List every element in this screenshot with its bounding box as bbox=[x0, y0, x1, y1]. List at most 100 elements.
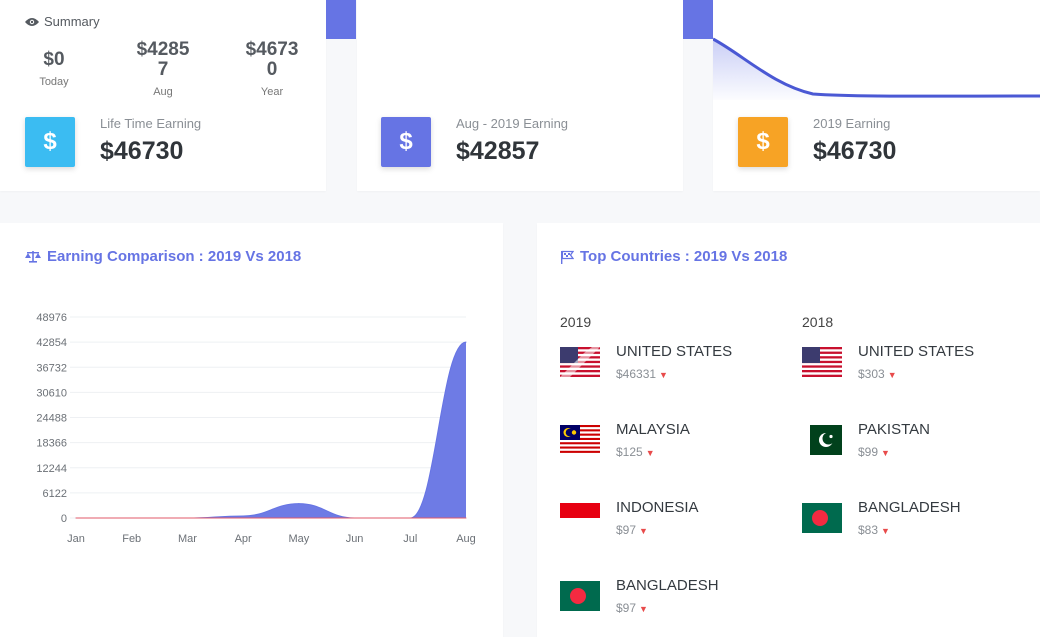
x-tick-label: Aug bbox=[456, 533, 476, 545]
indonesia-flag-icon bbox=[560, 503, 600, 533]
country-item: BANGLADESH $97 ▼ bbox=[560, 577, 790, 627]
country-name: BANGLADESH bbox=[858, 499, 961, 516]
data-point bbox=[186, 517, 188, 519]
country-amount: $46331 ▼ bbox=[616, 367, 668, 381]
caret-down-icon: ▼ bbox=[639, 604, 648, 614]
caret-down-icon: ▼ bbox=[639, 526, 648, 536]
country-item: INDONESIA $97 ▼ bbox=[560, 499, 790, 549]
country-amount: $99 ▼ bbox=[858, 445, 890, 459]
data-point bbox=[298, 517, 300, 519]
y-tick-label: 24488 bbox=[36, 413, 67, 425]
bangladesh-flag-icon bbox=[802, 503, 842, 533]
x-tick-label: Feb bbox=[122, 533, 141, 545]
country-name: MALAYSIA bbox=[616, 421, 690, 438]
country-amount: $303 ▼ bbox=[858, 367, 897, 381]
top-countries-title: Top Countries : 2019 Vs 2018 bbox=[560, 248, 787, 265]
stat-label: Life Time Earning bbox=[100, 116, 202, 131]
accent-strip bbox=[683, 0, 713, 39]
country-amount: $83 ▼ bbox=[858, 523, 890, 537]
y-tick-label: 6122 bbox=[43, 488, 67, 500]
flag-icon bbox=[561, 250, 574, 264]
country-amount-text: $125 bbox=[616, 445, 643, 459]
y-tick-label: 12244 bbox=[36, 463, 67, 475]
bangladesh-flag-icon bbox=[560, 581, 600, 611]
dollar-icon: $ bbox=[25, 117, 75, 167]
top-countries-card bbox=[537, 223, 1040, 637]
us-flag-icon bbox=[560, 347, 600, 377]
country-amount-text: $97 bbox=[616, 601, 637, 615]
summary-value: $4673 0 bbox=[245, 39, 299, 80]
country-name: BANGLADESH bbox=[616, 577, 719, 594]
y-tick-label: 36732 bbox=[36, 362, 67, 374]
country-amount: $125 ▼ bbox=[616, 445, 655, 459]
stat-value: $42857 bbox=[456, 137, 540, 165]
top-countries-title-text: Top Countries : 2019 Vs 2018 bbox=[580, 248, 788, 265]
earning-comparison-title: Earning Comparison : 2019 Vs 2018 bbox=[25, 248, 301, 265]
x-tick-label: Jun bbox=[346, 533, 364, 545]
caret-down-icon: ▼ bbox=[881, 448, 890, 458]
country-item: MALAYSIA $125 ▼ bbox=[560, 421, 790, 471]
country-amount-text: $83 bbox=[858, 523, 879, 537]
country-item: UNITED STATES $46331 ▼ bbox=[560, 343, 790, 393]
caret-down-icon: ▼ bbox=[645, 448, 655, 458]
data-point bbox=[75, 517, 77, 519]
us-flag-icon bbox=[802, 347, 842, 377]
country-amount-text: $99 bbox=[858, 445, 879, 459]
country-item: BANGLADESH $83 ▼ bbox=[802, 499, 1032, 549]
country-name: UNITED STATES bbox=[616, 343, 733, 360]
dollar-icon: $ bbox=[381, 117, 431, 167]
caret-down-icon: ▼ bbox=[659, 370, 668, 380]
caret-down-icon: ▼ bbox=[887, 370, 897, 380]
caret-down-icon: ▼ bbox=[881, 526, 890, 536]
data-point bbox=[465, 341, 467, 343]
dollar-icon: $ bbox=[738, 117, 788, 167]
country-name: INDONESIA bbox=[616, 499, 699, 516]
stat-label: Aug - 2019 Earning bbox=[456, 116, 569, 131]
summary-aug: $4285 7 Aug bbox=[128, 39, 198, 99]
pakistan-flag-icon bbox=[802, 425, 842, 455]
summary-today: $0 Today bbox=[19, 49, 89, 89]
country-item: PAKISTAN $99 ▼ bbox=[802, 421, 1032, 471]
year-2019-heading: 2019 bbox=[560, 314, 592, 330]
eye-icon bbox=[25, 17, 39, 26]
stat-value: $46730 bbox=[813, 137, 897, 165]
country-name: UNITED STATES bbox=[858, 343, 975, 360]
data-point bbox=[242, 517, 244, 519]
y-tick-label: 0 bbox=[61, 513, 67, 525]
stat-value: $46730 bbox=[100, 137, 184, 165]
data-point bbox=[131, 517, 133, 519]
series-area bbox=[76, 342, 466, 518]
x-tick-label: Jan bbox=[67, 533, 85, 545]
x-tick-label: Apr bbox=[235, 533, 252, 545]
series-line bbox=[76, 341, 467, 519]
country-amount-text: $303 bbox=[858, 367, 885, 381]
data-point bbox=[242, 515, 244, 517]
year-2018-heading: 2018 bbox=[802, 314, 834, 330]
data-point bbox=[354, 517, 356, 519]
earning-comparison-card bbox=[0, 223, 503, 637]
country-name: PAKISTAN bbox=[858, 421, 930, 438]
data-point bbox=[298, 503, 300, 505]
summary-label: Today bbox=[39, 76, 69, 88]
earning-comparison-chart: 48976 42854 36732 30610 24488 18366 12244 6122 0… bbox=[36, 312, 476, 545]
malaysia-flag-icon bbox=[560, 425, 600, 455]
country-item: UNITED STATES $303 ▼ bbox=[802, 343, 1032, 393]
y-tick-label: 30610 bbox=[36, 387, 67, 399]
x-tick-label: Jul bbox=[403, 533, 417, 545]
x-tick-label: May bbox=[288, 533, 309, 545]
year-earning-sparkline bbox=[713, 37, 1040, 100]
summary-label: Year bbox=[260, 86, 284, 98]
balance-scale-icon bbox=[25, 251, 41, 263]
stat-label: 2019 Earning bbox=[813, 116, 891, 131]
earning-comparison-title-text: Earning Comparison : 2019 Vs 2018 bbox=[47, 248, 302, 265]
summary-value: $4285 7 bbox=[136, 39, 190, 80]
y-tick-label: 42854 bbox=[36, 337, 67, 349]
data-point bbox=[409, 517, 411, 519]
summary-label: Aug bbox=[153, 86, 173, 98]
summary-value: $0 bbox=[43, 49, 65, 70]
country-amount-text: $46331 bbox=[616, 367, 657, 381]
country-amount: $97 ▼ bbox=[616, 523, 648, 537]
summary-title: Summary bbox=[25, 14, 100, 29]
summary-title-text: Summary bbox=[44, 14, 100, 29]
summary-year: $4673 0 Year bbox=[237, 39, 307, 99]
